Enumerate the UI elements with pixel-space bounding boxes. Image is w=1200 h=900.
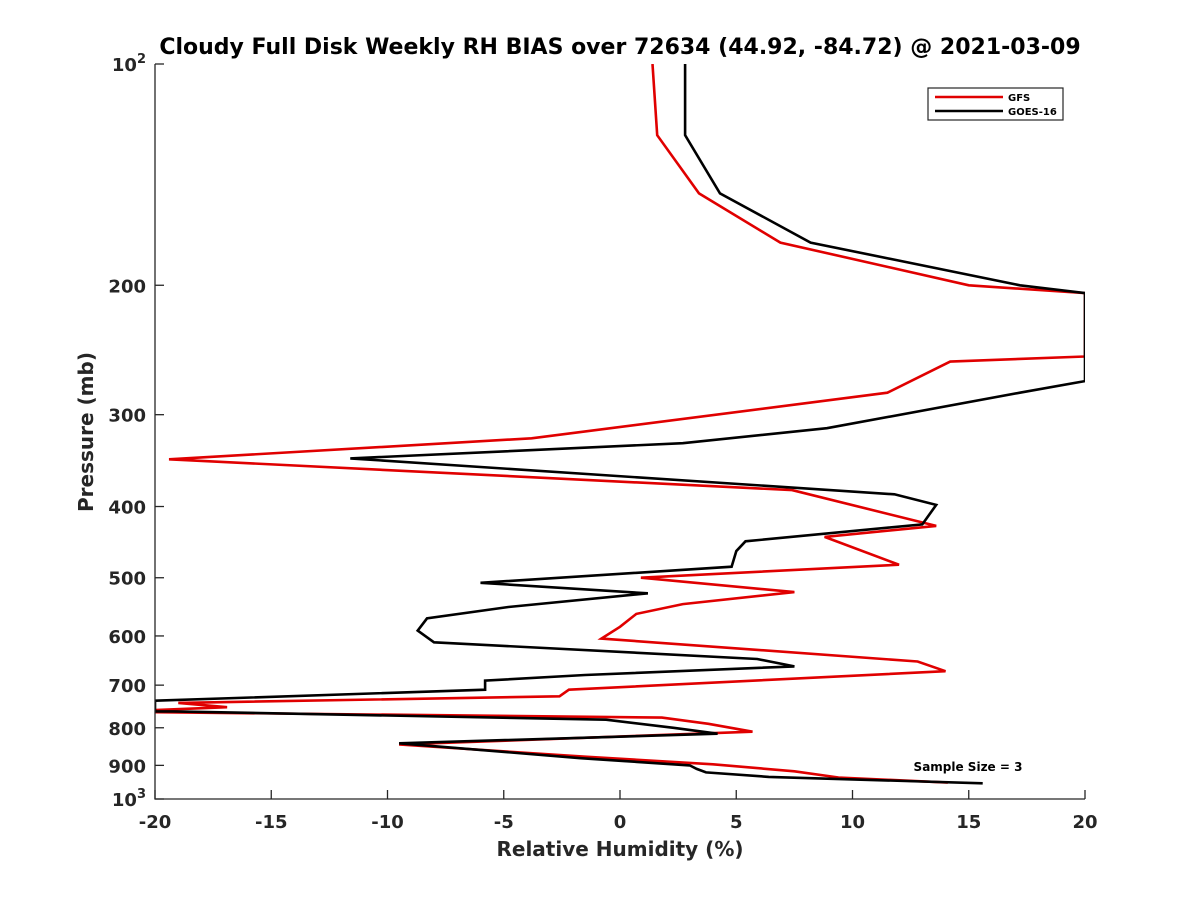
legend: GFS GOES-16 <box>927 87 1064 121</box>
x-tick-label: 10 <box>840 812 865 833</box>
x-tick-label: 20 <box>1072 812 1097 833</box>
y-axis-ticks: 102 200 300 400 500 600 700 800 900 103 <box>108 52 164 811</box>
legend-label-gfs: GFS <box>1008 93 1030 104</box>
legend-label-goes16: GOES-16 <box>1008 107 1057 118</box>
chart-title: Cloudy Full Disk Weekly RH BIAS over 726… <box>159 35 1080 60</box>
x-axis-label: Relative Humidity (%) <box>496 837 743 861</box>
series-layer <box>155 64 1085 785</box>
x-tick-label: -20 <box>139 812 172 833</box>
x-tick-label: -5 <box>494 812 514 833</box>
y-tick-label: 102 <box>112 52 146 76</box>
y-tick-label: 500 <box>108 569 146 590</box>
y-tick-label: 600 <box>108 627 146 648</box>
y-tick-label: 400 <box>108 498 146 519</box>
series-line-goes16 <box>155 64 1085 785</box>
x-tick-label: 15 <box>956 812 981 833</box>
x-tick-label: 0 <box>614 812 627 833</box>
y-tick-label: 700 <box>108 676 146 697</box>
x-tick-label: 5 <box>730 812 743 833</box>
y-tick-label: 200 <box>108 276 146 297</box>
x-tick-label: -15 <box>255 812 288 833</box>
x-tick-label: -10 <box>371 812 404 833</box>
y-tick-label: 300 <box>108 406 146 427</box>
series-line-gfs <box>155 64 1085 784</box>
y-tick-label: 900 <box>108 756 146 777</box>
legend-box <box>927 87 1064 121</box>
sample-size-annotation: Sample Size = 3 <box>914 760 1023 774</box>
x-axis-ticks: -20 -15 -10 -5 0 5 10 15 20 <box>139 790 1098 833</box>
y-axis-label: Pressure (mb) <box>74 352 98 512</box>
y-tick-label: 800 <box>108 719 146 740</box>
y-tick-label: 103 <box>112 787 146 811</box>
